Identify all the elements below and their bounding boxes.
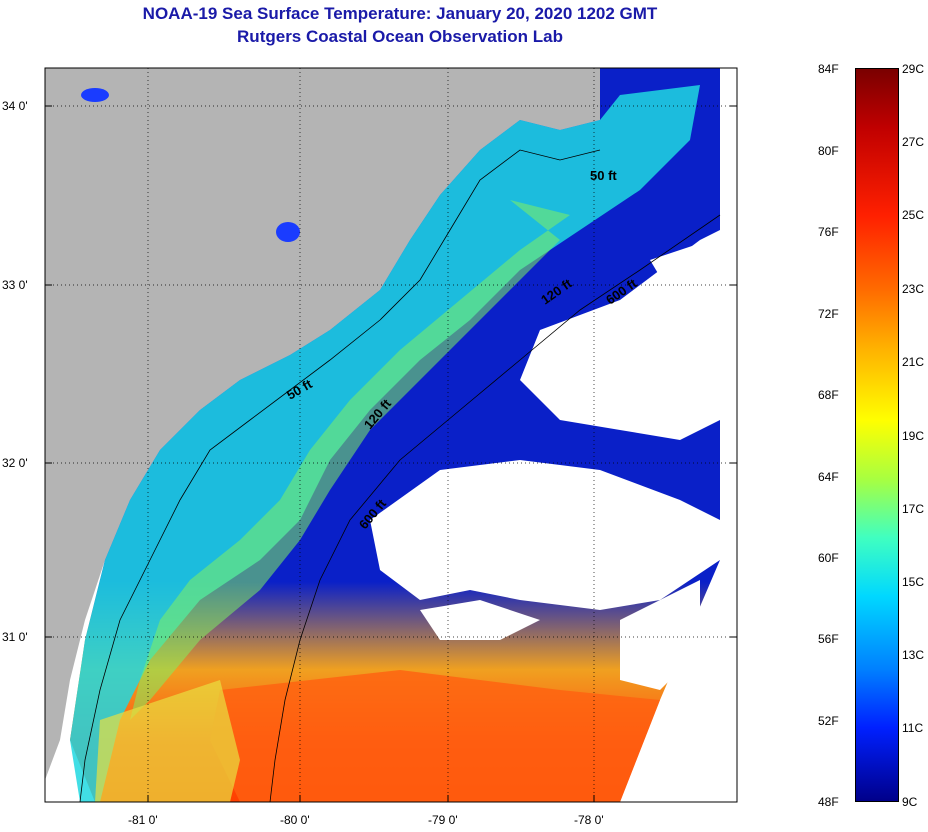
colorbar-label-c: 23C [902, 282, 925, 296]
latitude-label: 32 0' [2, 456, 28, 470]
map-frame [44, 67, 738, 803]
shelf-green-band [130, 200, 570, 720]
lake [276, 222, 300, 242]
colorbar-label-c: 19C [902, 429, 925, 443]
longitude-label: -78 0' [574, 813, 604, 827]
colorbar-label-c: 9C [902, 795, 918, 809]
colorbar-label-f: 68F [818, 388, 839, 402]
colorbar-label-f: 64F [818, 470, 839, 484]
colorbar-label-f: 48F [818, 795, 839, 809]
isobath-line [79, 149, 601, 802]
land-mass [45, 68, 600, 780]
colorbar-label-f: 52F [818, 714, 839, 728]
longitude-label: -81 0' [128, 813, 158, 827]
colorbar-label-f: 76F [818, 225, 839, 239]
colorbar-label-c: 27C [902, 135, 925, 149]
colorbar-label-c: 15C [902, 575, 925, 589]
colorbar-label-c: 11C [902, 721, 924, 735]
axis-ticks [45, 105, 737, 802]
longitude-label: -79 0' [428, 813, 458, 827]
colorbar-label-c: 21C [902, 355, 925, 369]
colorbar-label-f: 84F [818, 62, 839, 76]
latitude-label: 33 0' [2, 278, 28, 292]
colorbar-label-f: 72F [818, 307, 839, 321]
colorbar-label-f: 60F [818, 551, 839, 565]
latitude-label: 34 0' [2, 99, 28, 113]
colorbar-label-c: 13C [902, 648, 925, 662]
colorbar-label-f: 80F [818, 144, 839, 158]
cloud-mask [370, 230, 737, 802]
isobath-line [269, 214, 721, 802]
temperature-colorbar [855, 68, 899, 802]
colorbar-label-f: 56F [818, 632, 839, 646]
ocean-swath [70, 68, 720, 802]
map-title: NOAA-19 Sea Surface Temperature: January… [142, 4, 658, 23]
colorbar-label-c: 29C [902, 62, 925, 76]
gulf-stream-warm [210, 670, 660, 802]
latitude-label: 31 0' [2, 630, 28, 644]
southern-yellow [95, 680, 240, 802]
colorbar-label-c: 17C [902, 502, 925, 516]
map-subtitle: Rutgers Coastal Ocean Observation Lab [237, 27, 563, 46]
colorbar-label-c: 25C [902, 208, 925, 222]
nearshore-warm-band [70, 85, 700, 802]
lake [81, 88, 109, 102]
longitude-label: -80 0' [280, 813, 310, 827]
graticule [45, 68, 737, 802]
isobath-label: 50 ft [590, 168, 617, 183]
